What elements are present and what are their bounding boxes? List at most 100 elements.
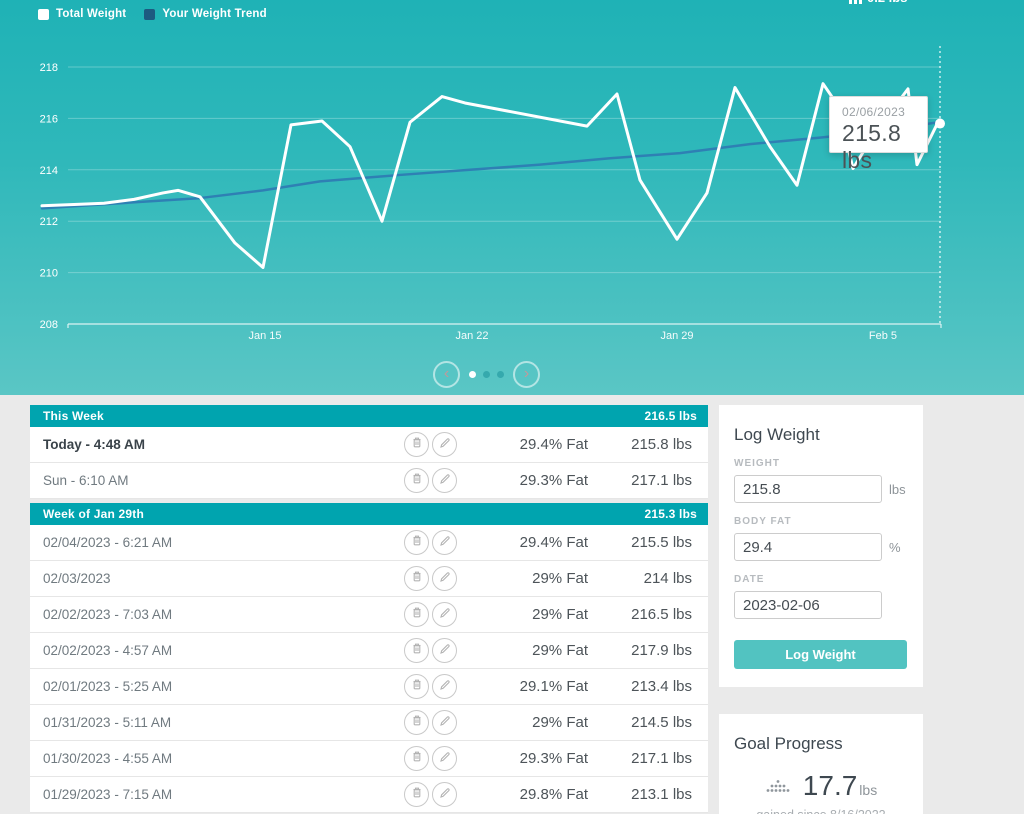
x-axis-tick-label: Jan 15: [248, 330, 281, 342]
edit-entry-button[interactable]: [432, 674, 457, 699]
edit-entry-button[interactable]: [432, 432, 457, 457]
carousel-dot-2[interactable]: [483, 371, 490, 378]
scale-icon: [849, 0, 862, 5]
entry-body-fat: 29.4% Fat: [519, 436, 588, 453]
entry-date: 01/29/2023 - 7:15 AM: [43, 787, 173, 802]
entry-actions: [404, 638, 468, 663]
section-title: Week of Jan 29th: [43, 507, 145, 521]
pencil-icon: [439, 678, 451, 696]
body-fat-unit-label: %: [889, 539, 901, 555]
trash-icon: [411, 570, 423, 588]
delete-entry-button[interactable]: [404, 710, 429, 735]
entry-body-fat: 29.3% Fat: [519, 750, 588, 767]
entry-date: 02/02/2023 - 7:03 AM: [43, 607, 173, 622]
legend-weight-trend-label: Your Weight Trend: [162, 8, 267, 20]
date-input[interactable]: [734, 591, 882, 619]
pencil-icon: [439, 714, 451, 732]
y-axis-tick-label: 212: [40, 216, 58, 228]
entry-actions: [404, 602, 468, 627]
weight-entry-row: 02/01/2023 - 5:25 AM 29.1% Fat 213.4 lbs: [30, 669, 708, 705]
edit-entry-button[interactable]: [432, 566, 457, 591]
x-axis-tick-label: Jan 22: [455, 330, 488, 342]
weight-unit-label: lbs: [889, 481, 906, 497]
selected-point-marker[interactable]: [935, 118, 945, 129]
legend-total-weight[interactable]: Total Weight: [38, 8, 126, 20]
entry-body-fat: 29% Fat: [532, 642, 588, 659]
carousel-dot-1[interactable]: [469, 371, 476, 378]
entry-actions: [404, 468, 468, 493]
section-average-weight: 216.5 lbs: [644, 409, 697, 423]
entry-weight: 213.1 lbs: [631, 786, 692, 803]
chart-tooltip: 02/06/2023 215.8 lbs: [829, 96, 928, 173]
log-weight-button[interactable]: Log Weight: [734, 640, 907, 669]
entry-weight: 217.1 lbs: [631, 750, 692, 767]
pencil-icon: [439, 786, 451, 804]
chevron-right-icon: ›: [523, 364, 530, 382]
carousel-next-button[interactable]: ›: [513, 361, 540, 388]
entry-body-fat: 29% Fat: [532, 714, 588, 731]
entry-body-fat: 29% Fat: [532, 570, 588, 587]
entry-body-fat: 29.8% Fat: [519, 786, 588, 803]
section-title: This Week: [43, 409, 104, 423]
weight-entry-row: 02/03/2023 29% Fat 214 lbs: [30, 561, 708, 597]
delete-entry-button[interactable]: [404, 674, 429, 699]
weight-input[interactable]: [734, 475, 882, 503]
goal-progress-title: Goal Progress: [734, 734, 843, 753]
entry-date: 01/31/2023 - 5:11 AM: [43, 715, 172, 730]
delete-entry-button[interactable]: [404, 432, 429, 457]
entry-actions: [404, 710, 468, 735]
edit-entry-button[interactable]: [432, 710, 457, 735]
legend-weight-trend[interactable]: Your Weight Trend: [144, 8, 267, 20]
total-weight-line: [40, 82, 940, 269]
delete-entry-button[interactable]: [404, 566, 429, 591]
body-fat-input[interactable]: [734, 533, 882, 561]
weight-chart-section: 218 216 214 212 210 208 Jan 15 Jan 22 Jan 29 Feb …: [0, 0, 1024, 395]
carousel-dot-3[interactable]: [497, 371, 504, 378]
entry-weight: 217.1 lbs: [631, 472, 692, 489]
goal-value: 17.7: [802, 770, 858, 801]
weight-entry-row: Sun - 6:10 AM 29.3% Fat 217.1 lbs: [30, 463, 708, 499]
delete-entry-button[interactable]: [404, 530, 429, 555]
total-weight-swatch-icon: [38, 8, 49, 20]
entry-date: 02/01/2023 - 5:25 AM: [43, 679, 173, 694]
pencil-icon: [439, 606, 451, 624]
pencil-icon: [439, 642, 451, 660]
x-axis-tick-label: Jan 29: [660, 330, 693, 342]
chart-carousel: ‹ ›: [433, 361, 540, 388]
edit-entry-button[interactable]: [432, 468, 457, 493]
delete-entry-button[interactable]: [404, 602, 429, 627]
carousel-dots: [469, 371, 504, 378]
weight-delta-badge: 0.2 lbs: [849, 0, 907, 5]
entry-weight: 214 lbs: [643, 570, 692, 587]
trash-icon: [411, 436, 423, 454]
entry-weight: 217.9 lbs: [631, 642, 692, 659]
delete-entry-button[interactable]: [404, 638, 429, 663]
dots-pyramid-icon: [766, 779, 790, 792]
trash-icon: [411, 642, 423, 660]
weight-line-chart[interactable]: 218 216 214 212 210 208 Jan 15 Jan 22 Jan 29 Feb …: [0, 0, 1024, 395]
delete-entry-button[interactable]: [404, 782, 429, 807]
edit-entry-button[interactable]: [432, 602, 457, 627]
entry-actions: [404, 674, 468, 699]
weight-entry-row: 01/31/2023 - 5:11 AM 29% Fat 214.5 lbs: [30, 705, 708, 741]
edit-entry-button[interactable]: [432, 782, 457, 807]
weight-delta-value: 0.2 lbs: [867, 0, 907, 5]
edit-entry-button[interactable]: [432, 530, 457, 555]
entry-actions: [404, 746, 468, 771]
carousel-prev-button[interactable]: ‹: [433, 361, 460, 388]
entry-date: 02/03/2023: [43, 571, 111, 586]
delete-entry-button[interactable]: [404, 468, 429, 493]
edit-entry-button[interactable]: [432, 746, 457, 771]
entry-actions: [404, 782, 468, 807]
delete-entry-button[interactable]: [404, 746, 429, 771]
side-panel: Log Weight WEIGHT lbs BODY FAT % DATE Lo…: [719, 405, 923, 814]
chart-legend: Total Weight Your Weight Trend: [38, 8, 267, 20]
goal-amount: 17.7 lbs: [803, 770, 877, 802]
weight-entry-row: Today - 4:48 AM 29.4% Fat 215.8 lbs: [30, 427, 708, 463]
edit-entry-button[interactable]: [432, 638, 457, 663]
weight-trend-swatch-icon: [144, 8, 156, 20]
entry-weight: 213.4 lbs: [631, 678, 692, 695]
legend-total-weight-label: Total Weight: [56, 8, 127, 20]
